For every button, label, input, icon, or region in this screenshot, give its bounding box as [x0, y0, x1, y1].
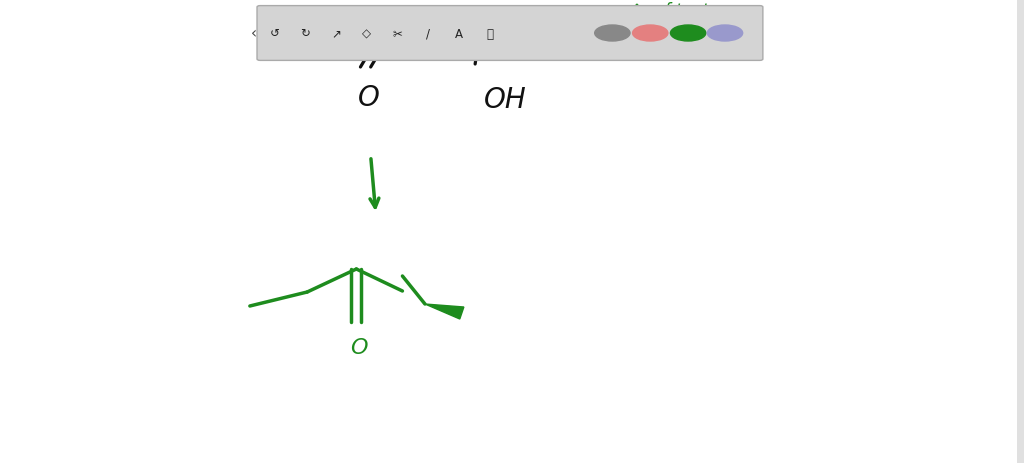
FancyBboxPatch shape — [1017, 0, 1024, 463]
Text: ⬜: ⬜ — [486, 27, 493, 40]
Text: A: A — [455, 27, 463, 40]
Circle shape — [633, 26, 668, 42]
Text: ‹: ‹ — [251, 26, 257, 41]
Text: /: / — [426, 27, 430, 40]
Circle shape — [708, 26, 742, 42]
Circle shape — [595, 26, 630, 42]
Text: O: O — [357, 84, 380, 112]
Text: ✂: ✂ — [392, 27, 402, 40]
Text: ◇: ◇ — [362, 27, 371, 40]
Text: O: O — [349, 337, 368, 357]
Text: ↻: ↻ — [300, 27, 310, 40]
Circle shape — [671, 26, 706, 42]
Text: ↺: ↺ — [269, 27, 280, 40]
Text: ↗: ↗ — [331, 27, 341, 40]
FancyBboxPatch shape — [257, 6, 763, 61]
Text: ↑  of text: ↑ of text — [630, 2, 709, 20]
Text: OH: OH — [483, 86, 526, 114]
Polygon shape — [425, 304, 464, 319]
